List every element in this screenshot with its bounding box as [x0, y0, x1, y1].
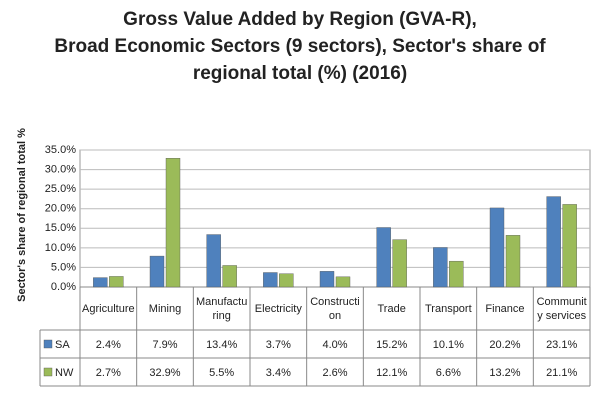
bar — [449, 260, 464, 288]
table-value: 21.1% — [546, 367, 577, 379]
table-value: 23.1% — [546, 339, 577, 351]
table-value: 32.9% — [149, 367, 180, 379]
legend-key — [43, 367, 53, 377]
bar — [392, 239, 407, 288]
table-value: 7.9% — [152, 339, 177, 351]
x-tick-label: Manufacturing — [195, 295, 248, 322]
table-value: 2.7% — [96, 367, 121, 379]
bar — [335, 276, 351, 288]
bar — [263, 272, 278, 288]
x-tick-label: Trade — [377, 302, 406, 315]
table-value: 3.4% — [266, 367, 291, 379]
y-tick-label: 5.0% — [51, 261, 76, 273]
bar — [376, 227, 391, 288]
table-value: 15.2% — [376, 339, 407, 351]
table-value: 12.1% — [376, 367, 407, 379]
table-value: 5.5% — [209, 367, 234, 379]
table-value: 13.2% — [489, 367, 520, 379]
y-tick-label: 10.0% — [45, 242, 76, 254]
title-line: Broad Economic Sectors (9 sectors), Sect… — [54, 36, 546, 57]
x-tick-label: Transport — [424, 302, 472, 315]
bar — [319, 271, 335, 288]
y-tick-label: 0.0% — [51, 281, 76, 293]
bar — [433, 247, 448, 288]
table-value: 6.6% — [436, 367, 461, 379]
y-tick-label: 20.0% — [45, 203, 76, 215]
bar — [489, 207, 505, 288]
chart-title: Gross Value Added by Region (GVA-R), Broa… — [0, 6, 600, 87]
legend-label: NW — [55, 367, 74, 379]
bar — [109, 276, 124, 288]
bar — [165, 158, 181, 288]
bar — [222, 265, 237, 288]
bar — [546, 196, 561, 288]
table-value: 10.1% — [433, 339, 464, 351]
y-tick-label: 35.0% — [45, 144, 76, 156]
table-value: 3.7% — [266, 339, 291, 351]
x-tick-label: Community services — [536, 295, 587, 322]
bar — [505, 235, 521, 288]
x-tick-label: Mining — [148, 302, 182, 315]
y-tick-label: 30.0% — [45, 163, 76, 175]
bar — [206, 234, 221, 288]
x-tick-label: Finance — [485, 302, 525, 315]
legend-key — [43, 339, 53, 349]
bar — [279, 273, 294, 288]
x-tick-label: Agriculture — [82, 302, 135, 315]
table-value: 13.4% — [206, 339, 237, 351]
bar — [149, 255, 165, 288]
y-tick-label: 15.0% — [45, 222, 76, 234]
y-axis-label: Sector's share of regional total % — [16, 128, 28, 302]
title-line: regional total (%) (2016) — [192, 63, 408, 84]
x-tick-label: Construction — [310, 295, 360, 322]
table-value: 2.6% — [322, 367, 347, 379]
legend-label: SA — [55, 339, 70, 351]
bar — [93, 277, 108, 288]
table-value: 20.2% — [489, 339, 520, 351]
table-value: 2.4% — [96, 339, 121, 351]
title-line: Gross Value Added by Region (GVA-R), — [123, 9, 477, 30]
x-tick-label: Electricity — [254, 302, 302, 315]
table-value: 4.0% — [322, 339, 347, 351]
y-tick-label: 25.0% — [45, 183, 76, 195]
bar — [562, 204, 577, 288]
